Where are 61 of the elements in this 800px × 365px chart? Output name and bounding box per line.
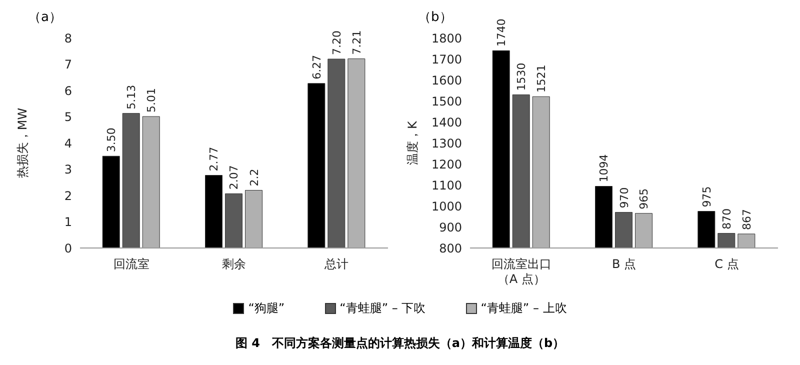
y-tick-label: 1800 <box>431 31 462 46</box>
y-tick-label: 1200 <box>431 157 462 172</box>
y-tick-label: 3 <box>64 162 72 177</box>
data-label: 870 <box>720 208 734 230</box>
x-tick-label: C 点 <box>714 257 739 271</box>
data-label: 5.01 <box>145 88 158 112</box>
y-tick-label: 800 <box>439 241 462 256</box>
legend-label: “狗腿” <box>247 300 285 317</box>
data-label: 1094 <box>598 154 611 182</box>
data-label: 1521 <box>535 64 548 93</box>
y-tick-label: 900 <box>439 220 462 234</box>
x-tick-label: 总计 <box>324 257 349 271</box>
bar <box>225 193 243 248</box>
y-tick-label: 8 <box>64 31 72 46</box>
data-label: 2.77 <box>208 146 221 172</box>
bar <box>328 58 346 248</box>
y-tick-label: 4 <box>64 136 72 150</box>
data-label: 5.13 <box>125 84 138 110</box>
data-label: 1740 <box>495 18 508 47</box>
y-tick-label: 1700 <box>431 52 462 66</box>
data-label: 2.2 <box>248 168 261 186</box>
y-tick-label: 2 <box>64 188 72 203</box>
bar <box>102 156 120 248</box>
bar <box>308 83 326 248</box>
y-axis-title: 温度，K <box>405 120 420 165</box>
data-label: 2.07 <box>228 165 241 190</box>
caption: 图 4 不同方案各测量点的计算热损失（a）和计算温度（b） <box>234 335 566 352</box>
y-tick-label: 7 <box>64 58 72 72</box>
y-tick-label: 6 <box>64 84 72 98</box>
data-label: 867 <box>740 208 754 230</box>
y-tick-label: 0 <box>64 241 72 256</box>
data-label: 7.21 <box>350 30 364 55</box>
data-label: 3.50 <box>105 128 118 152</box>
y-axis-title: 热损失，MW <box>15 108 30 178</box>
y-tick-label: 1100 <box>431 178 462 192</box>
y-tick-label: 1600 <box>431 73 462 88</box>
y-tick-label: 1000 <box>431 199 462 214</box>
data-label: 975 <box>700 186 714 208</box>
bar <box>122 113 140 248</box>
bar <box>142 116 160 248</box>
x-tick-label: 回流室出口（A 点） <box>491 257 552 286</box>
y-tick-label: 1 <box>64 215 72 230</box>
data-label: 6.27 <box>310 54 324 80</box>
bar <box>348 58 366 248</box>
data-label: 1530 <box>515 62 528 91</box>
legend-label: “青蛙腿” – 上吹 <box>480 300 567 317</box>
y-tick-label: 1500 <box>431 94 462 108</box>
chart-title: （a） <box>28 9 62 26</box>
legend-label: “青蛙腿” – 下吹 <box>338 300 426 317</box>
y-tick-label: 1400 <box>431 115 462 130</box>
x-tick-label: 回流室 <box>113 257 150 271</box>
data-label: 7.20 <box>330 30 344 55</box>
data-label: 970 <box>618 187 631 208</box>
x-tick-label: 剩余 <box>222 257 246 271</box>
bar <box>245 190 263 248</box>
y-tick-label: 1300 <box>431 136 462 150</box>
data-label: 965 <box>638 188 651 210</box>
bar <box>205 175 223 248</box>
x-tick-label: B 点 <box>612 257 636 271</box>
y-tick-label: 5 <box>64 110 72 124</box>
chart-title: （b） <box>418 9 452 26</box>
